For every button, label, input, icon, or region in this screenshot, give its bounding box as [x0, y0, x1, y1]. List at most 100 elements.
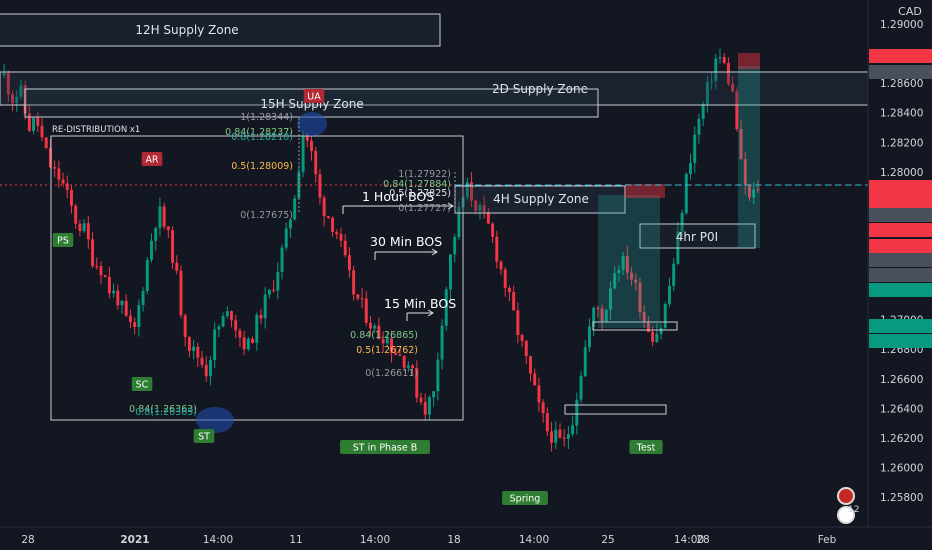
candle-body [343, 240, 347, 256]
zone-label: 2D Supply Zone [492, 82, 588, 96]
wyckoff-badge[interactable] [52, 233, 74, 247]
redistribution-box[interactable] [50, 135, 464, 421]
candle-body [183, 315, 187, 337]
zone-4hr-poi[interactable] [639, 223, 756, 249]
y-tick-label: 1.26600 [880, 374, 923, 386]
candle-body [503, 269, 507, 288]
candle-body [537, 385, 541, 403]
candle-body [735, 91, 739, 130]
candle-body [166, 226, 170, 231]
candles-layer [2, 48, 760, 452]
flag-icon-canada[interactable] [837, 487, 855, 505]
fib-label: 0.8(1.26365) [135, 407, 197, 418]
wyckoff-badge[interactable] [193, 429, 215, 443]
candle-body [267, 289, 271, 295]
x-tick-label: 14:00 [203, 534, 233, 546]
price-tag [869, 194, 932, 208]
candle-body [609, 288, 612, 310]
price-tag [869, 223, 932, 237]
wyckoff-badge[interactable] [502, 491, 548, 505]
x-tick-label: 18 [447, 534, 460, 546]
wyckoff-badge[interactable] [131, 377, 153, 391]
candle-body [583, 347, 587, 377]
fib-label: 1(1.27922) [398, 169, 451, 180]
candle-body [11, 94, 15, 104]
y-tick-label: 1.28600 [880, 78, 923, 90]
y-tick-label: 1.29000 [880, 19, 923, 31]
wyckoff-badge-label: Test [636, 443, 656, 454]
zone-4h-supply[interactable] [454, 185, 626, 214]
candle-body [44, 137, 48, 148]
candle-body [705, 81, 709, 104]
position-stop[interactable] [625, 184, 665, 198]
position-stop[interactable] [738, 53, 760, 69]
candle-body [322, 197, 326, 217]
wyckoff-badge[interactable] [340, 440, 430, 454]
candle-body [663, 304, 667, 328]
long-position-target[interactable] [598, 195, 660, 328]
flag-icon-usa[interactable] [837, 506, 855, 524]
candle-body [225, 311, 229, 316]
candle-body [689, 162, 692, 175]
overlays-layer [0, 13, 869, 433]
candle-body [398, 354, 402, 356]
candle-body [171, 230, 175, 263]
zone-12h-supply[interactable] [0, 13, 441, 47]
x-tick-label: 14:00 [519, 534, 549, 546]
candle-body [638, 282, 642, 313]
arrow-head [431, 248, 438, 256]
candle-body [491, 223, 495, 237]
candle-body [310, 140, 313, 151]
candle-body [512, 292, 516, 311]
candle-body [714, 58, 718, 81]
zone-label: 12H Supply Zone [135, 23, 238, 37]
candle-body [133, 322, 137, 327]
price-tag [869, 239, 932, 253]
candle-body [91, 239, 95, 267]
y-tick-label: 1.26000 [880, 462, 923, 474]
wyckoff-badge[interactable] [303, 89, 325, 103]
candle-body [554, 429, 558, 443]
candle-body [427, 397, 431, 415]
candle-body [124, 300, 128, 316]
candle-body [470, 182, 474, 201]
fib-label: 0.84(1.28237) [225, 127, 293, 138]
price-tag [869, 180, 932, 194]
fib-label: 0.8(1.28210) [231, 132, 293, 143]
candle-body [373, 325, 377, 329]
candle-body [419, 397, 423, 403]
zone-label: 15H Supply Zone [260, 97, 363, 111]
count-badge: 12 [848, 505, 860, 515]
candle-body [74, 205, 78, 224]
candle-body [196, 346, 200, 358]
wyckoff-badge[interactable] [141, 152, 163, 166]
candle-body [70, 189, 73, 206]
candle-body [516, 310, 520, 335]
candle-body [6, 73, 10, 95]
candle-body [318, 174, 322, 198]
candle-body [529, 356, 532, 374]
candle-body [364, 298, 368, 323]
candle-body [625, 256, 629, 273]
candle-body [646, 321, 650, 332]
candle-body [141, 291, 145, 306]
currency-label: CAD [898, 5, 922, 18]
demand-box[interactable] [592, 321, 678, 331]
candle-body [651, 331, 655, 342]
demand-box[interactable] [564, 404, 667, 415]
fib-label: 0.84(1.26865) [350, 330, 418, 341]
candle-body [356, 294, 360, 299]
candle-body [575, 399, 579, 426]
candle-body [150, 240, 153, 260]
redistribution-label: RE-DISTRIBUTION x1 [52, 125, 140, 135]
long-position-target[interactable] [738, 66, 760, 248]
wyckoff-badge[interactable] [629, 440, 663, 454]
candle-body [571, 425, 575, 435]
candle-body [440, 325, 444, 360]
candle-body [449, 254, 452, 290]
x-tick-label: 2021 [120, 534, 149, 546]
y-tick-label: 1.28200 [880, 137, 923, 149]
candle-body [566, 434, 570, 439]
fib-label: 1(1.28344) [240, 112, 293, 123]
